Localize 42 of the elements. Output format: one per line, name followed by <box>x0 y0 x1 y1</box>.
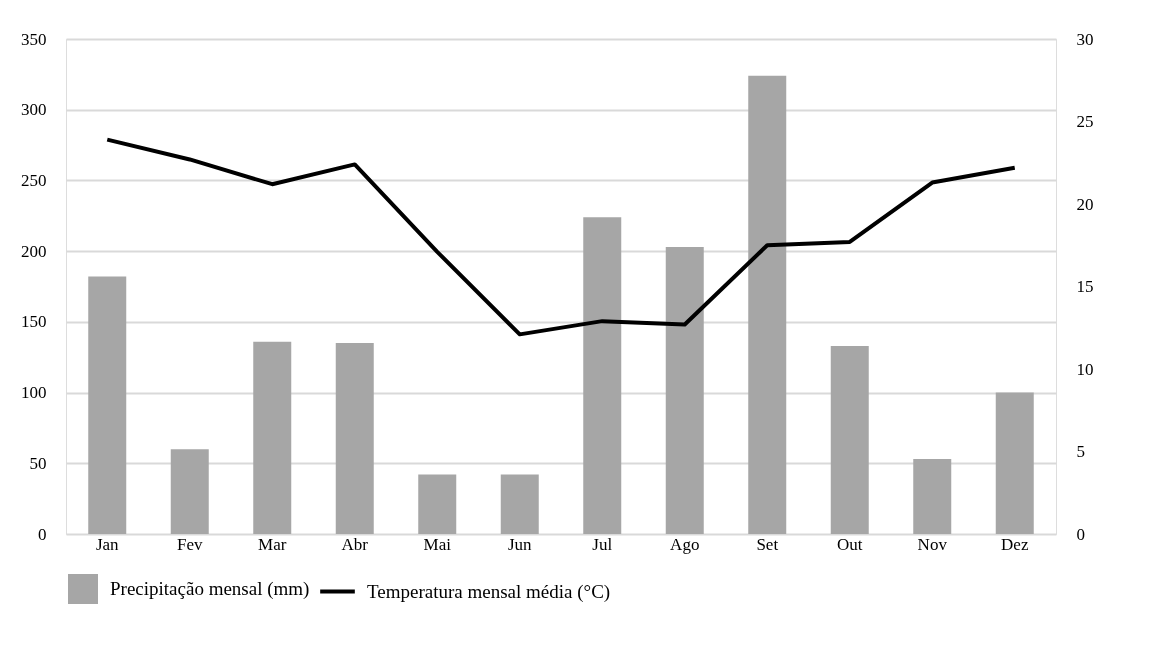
x-tick-label: Fev <box>177 534 203 554</box>
y2-tick-label: 0 <box>1076 524 1085 544</box>
bar <box>170 449 209 534</box>
y2-tick-label: 30 <box>1076 29 1094 49</box>
bar <box>335 343 374 534</box>
bar <box>583 217 622 534</box>
x-tick-label: Ago <box>670 534 700 554</box>
bar <box>88 276 127 534</box>
x-tick-label: Set <box>756 534 779 554</box>
y2-tick-label: 20 <box>1076 194 1094 214</box>
y-tick-label: 200 <box>21 241 47 261</box>
bar <box>253 341 292 534</box>
y2-tick-label: 5 <box>1076 442 1085 461</box>
x-tick-label: Mai <box>423 534 452 554</box>
bar <box>665 246 704 534</box>
legend-label: Temperatura mensal média (°C) <box>367 580 611 603</box>
y-tick-label: 150 <box>21 312 47 332</box>
bar <box>830 345 869 534</box>
x-tick-label: Dez <box>1001 534 1029 554</box>
y-tick-label: 350 <box>21 29 47 49</box>
y2-tick-label: 25 <box>1076 112 1094 131</box>
line-series <box>105 137 1017 337</box>
x-tick-label: Out <box>837 534 863 554</box>
legend-label: Precipitação mensal (mm) <box>110 578 310 600</box>
y-tick-label: 250 <box>21 170 47 190</box>
x-tick-label: Nov <box>917 534 948 554</box>
x-tick-label: Jul <box>592 534 613 554</box>
bar <box>995 392 1034 534</box>
y-tick-label: 0 <box>38 524 47 544</box>
y-tick-label: 300 <box>21 100 47 120</box>
x-tick-label: Jun <box>507 534 533 554</box>
x-tick-label: Mar <box>258 534 287 554</box>
bar <box>418 474 457 534</box>
y-tick-label: 100 <box>21 383 47 403</box>
x-tick-label: Jan <box>95 534 120 554</box>
bar <box>500 474 539 534</box>
x-tick-label: Abr <box>341 534 369 554</box>
bar <box>913 459 952 534</box>
y-tick-label: 50 <box>29 453 47 473</box>
bar <box>748 75 787 534</box>
y2-tick-label: 15 <box>1076 277 1094 296</box>
y2-tick-label: 10 <box>1076 359 1094 379</box>
